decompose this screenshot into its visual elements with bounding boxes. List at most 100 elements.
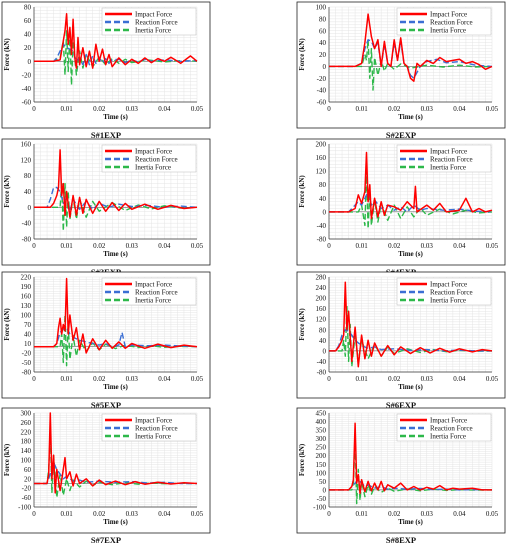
x-tick-label: 0.04 — [453, 375, 466, 383]
series-line-reaction-force — [34, 43, 198, 66]
x-tick-label: 0.03 — [421, 242, 434, 250]
y-tick-label: 80 — [319, 326, 327, 334]
series-line-impact-force — [34, 412, 198, 494]
x-tick-label: 0 — [32, 510, 36, 518]
y-axis-label: Force (kN) — [3, 175, 11, 208]
y-tick-label: 190 — [21, 283, 32, 291]
legend-label: Reaction Force — [430, 425, 473, 433]
series-line-impact-force — [34, 277, 198, 354]
panel-caption: S#6EXP — [386, 400, 416, 410]
y-tick-label: -100 — [313, 504, 326, 512]
series-line-impact-force — [329, 281, 493, 368]
y-tick-label: 40 — [319, 39, 327, 47]
x-axis-label: Time (s) — [398, 383, 423, 391]
x-axis-label: Time (s) — [103, 518, 128, 526]
y-tick-label: 0 — [323, 208, 327, 216]
y-tick-label: 60 — [24, 466, 32, 474]
y-tick-label: 40 — [319, 337, 327, 345]
series-line-reaction-force — [34, 186, 198, 213]
x-tick-label: 0.02 — [388, 242, 401, 250]
y-tick-label: 150 — [316, 461, 327, 469]
x-tick-label: 0.04 — [453, 105, 466, 113]
x-axis-label: Time (s) — [398, 518, 423, 526]
y-tick-label: 20 — [24, 475, 32, 483]
x-axis-label: Time (s) — [398, 250, 423, 258]
x-tick-label: 0.05 — [191, 375, 204, 383]
legend-label: Impact Force — [135, 11, 172, 19]
x-tick-label: 0.03 — [421, 375, 434, 383]
legend-label: Impact Force — [430, 417, 467, 425]
y-tick-label: 120 — [21, 156, 32, 164]
y-tick-label: 40 — [319, 195, 327, 203]
x-axis-label: Time (s) — [398, 113, 423, 121]
x-tick-label: 0.01 — [355, 375, 368, 383]
x-tick-label: 0.05 — [486, 242, 499, 250]
legend-label: Reaction Force — [430, 289, 473, 297]
y-tick-label: 0 — [28, 204, 32, 212]
y-tick-label: 100 — [316, 469, 327, 477]
legend-label: Inertia Force — [430, 433, 466, 441]
x-tick-label: 0.01 — [60, 242, 73, 250]
x-tick-label: 0.02 — [388, 375, 401, 383]
y-axis-label: Force (kN) — [298, 443, 306, 476]
y-tick-label: -60 — [22, 494, 32, 502]
y-tick-label: -80 — [317, 236, 327, 244]
y-tick-label: 200 — [316, 295, 327, 303]
y-tick-label: 100 — [21, 312, 32, 320]
y-tick-label: 0 — [323, 63, 327, 71]
legend-label: Reaction Force — [135, 425, 178, 433]
legend-label: Reaction Force — [135, 156, 178, 164]
x-tick-label: 0.04 — [158, 510, 171, 518]
y-tick-label: -20 — [22, 71, 32, 79]
y-tick-label: 160 — [21, 141, 32, 149]
x-axis-label: Time (s) — [103, 113, 128, 121]
y-tick-label: 450 — [316, 410, 327, 418]
series-line-inertia-force — [329, 170, 493, 230]
x-tick-label: 0.03 — [421, 105, 434, 113]
y-tick-label: 350 — [316, 427, 327, 435]
y-tick-label: -80 — [22, 236, 32, 244]
y-tick-label: -50 — [317, 495, 327, 503]
y-tick-label: -40 — [317, 358, 327, 366]
y-axis-label: Force (kN) — [3, 38, 11, 71]
x-tick-label: 0.05 — [191, 510, 204, 518]
panel-caption: S#8EXP — [386, 535, 416, 545]
y-tick-label: -100 — [18, 504, 31, 512]
x-tick-label: 0.04 — [453, 510, 466, 518]
y-tick-label: -60 — [22, 99, 32, 107]
y-tick-label: 120 — [316, 168, 327, 176]
y-axis-label: Force (kN) — [298, 308, 306, 341]
y-tick-label: 120 — [316, 316, 327, 324]
x-tick-label: 0.04 — [453, 242, 466, 250]
x-tick-label: 0.03 — [126, 105, 139, 113]
y-tick-label: 80 — [24, 172, 32, 180]
legend-label: Inertia Force — [135, 164, 171, 172]
y-tick-label: 20 — [24, 44, 32, 52]
legend-label: Impact Force — [135, 417, 172, 425]
legend-label: Impact Force — [430, 281, 467, 289]
x-tick-label: 0.05 — [486, 510, 499, 518]
series-line-impact-force — [34, 13, 198, 69]
y-tick-label: 0 — [323, 486, 327, 494]
x-tick-label: 0.02 — [388, 105, 401, 113]
y-tick-label: 70 — [24, 321, 32, 329]
legend-label: Impact Force — [430, 11, 467, 19]
y-tick-label: -40 — [22, 220, 32, 228]
x-tick-label: 0.02 — [93, 242, 106, 250]
y-tick-label: 300 — [21, 410, 32, 418]
y-tick-label: -50 — [22, 359, 32, 367]
y-tick-label: 300 — [316, 435, 327, 443]
x-axis-label: Time (s) — [103, 250, 128, 258]
y-axis-label: Force (kN) — [298, 38, 306, 71]
x-tick-label: 0.04 — [158, 375, 171, 383]
y-tick-label: 100 — [21, 457, 32, 465]
x-tick-label: 0 — [327, 105, 331, 113]
x-tick-label: 0.02 — [93, 105, 106, 113]
y-tick-label: 280 — [316, 274, 327, 282]
